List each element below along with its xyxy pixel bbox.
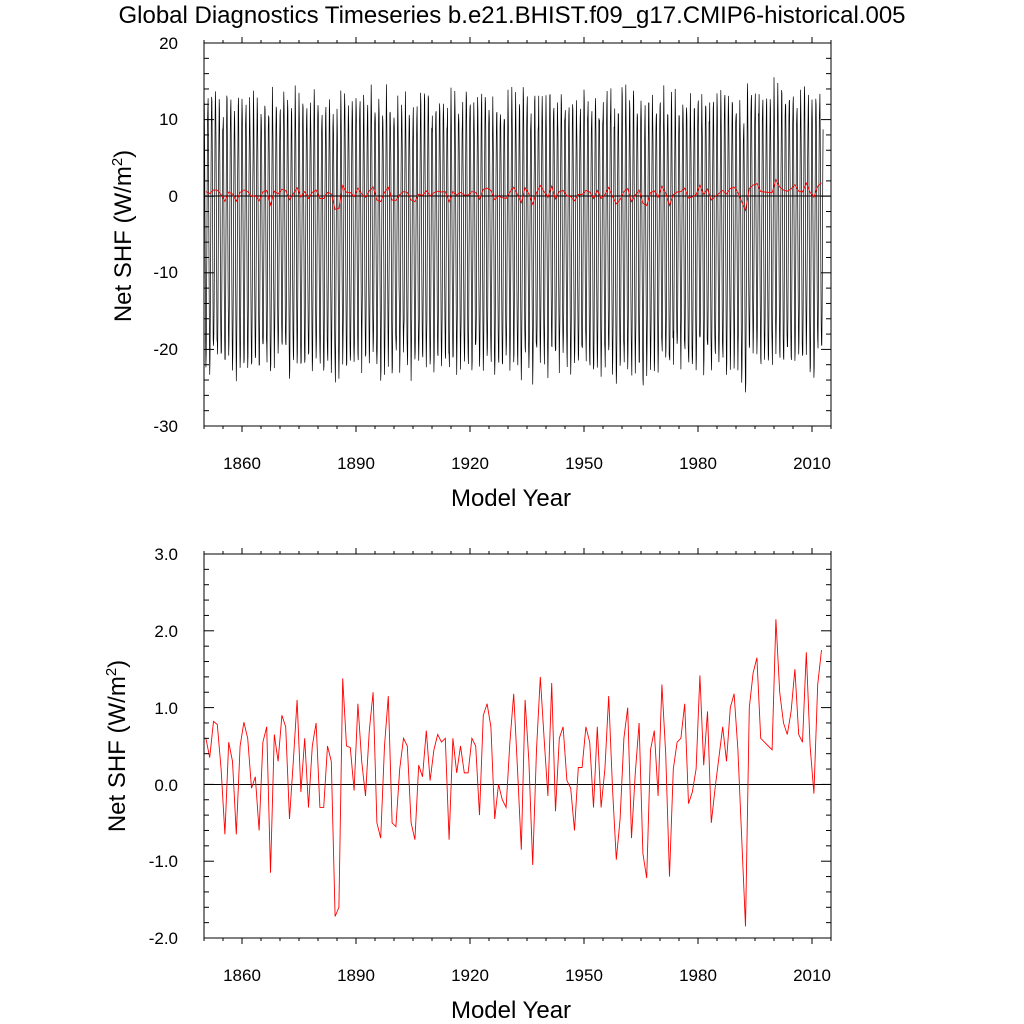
bottom-y-tick-label: 2.0 xyxy=(154,622,178,641)
top-y-tick-label: -30 xyxy=(153,417,178,436)
top-y-axis-title: Net SHF (W/m2) xyxy=(109,150,137,322)
top-annual-series xyxy=(205,178,822,212)
top-annual-line xyxy=(205,178,822,212)
top-y-axis-title-main: Net SHF (W/m xyxy=(110,166,137,322)
bottom-axis-ticks xyxy=(203,548,832,944)
top-x-tick-label: 1950 xyxy=(565,454,603,473)
top-y-tick-label: 20 xyxy=(159,34,178,53)
top-y-axis-title-close: ) xyxy=(110,150,137,158)
top-y-tick-label: 10 xyxy=(159,110,178,129)
bottom-y-tick-label: 3.0 xyxy=(154,545,178,564)
page-title: Global Diagnostics Timeseries b.e21.BHIS… xyxy=(118,2,906,29)
top-panel: 20 10 0 -10 -20 -30 1860 1890 1920 1950 … xyxy=(109,34,832,512)
bottom-x-tick-label: 1890 xyxy=(337,966,375,985)
top-y-axis-title-sup: 2 xyxy=(109,158,126,166)
bottom-x-tick-label: 1980 xyxy=(679,966,717,985)
bottom-y-tick-label: -1.0 xyxy=(149,852,178,871)
top-x-tick-label: 1860 xyxy=(223,454,261,473)
top-y-tick-label: -20 xyxy=(153,340,178,359)
top-monthly-series xyxy=(203,77,824,393)
top-y-tick-label: -10 xyxy=(153,263,178,282)
bottom-y-tick-label: 1.0 xyxy=(154,699,178,718)
bottom-x-tick-label: 1950 xyxy=(565,966,603,985)
top-y-tick-labels: 20 10 0 -10 -20 -30 xyxy=(153,34,178,436)
bottom-y-axis-title-sup: 2 xyxy=(103,668,120,676)
top-x-tick-label: 1980 xyxy=(679,454,717,473)
top-monthly-line xyxy=(203,77,824,393)
top-x-tick-label: 1920 xyxy=(451,454,489,473)
top-x-tick-label: 2010 xyxy=(793,454,831,473)
bottom-x-axis-title: Model Year xyxy=(451,997,571,1024)
bottom-x-tick-label: 2010 xyxy=(793,966,831,985)
bottom-y-tick-label: -2.0 xyxy=(149,929,178,948)
bottom-y-axis-title-close: ) xyxy=(104,660,131,668)
top-x-tick-label: 1890 xyxy=(337,454,375,473)
bottom-annual-series xyxy=(205,619,822,927)
bottom-panel: 3.0 2.0 1.0 0.0 -1.0 -2.0 1860 1890 1920… xyxy=(103,545,832,1024)
bottom-y-tick-labels: 3.0 2.0 1.0 0.0 -1.0 -2.0 xyxy=(149,545,178,948)
bottom-y-axis-title: Net SHF (W/m2) xyxy=(103,660,131,832)
top-x-tick-labels: 1860 1890 1920 1950 1980 2010 xyxy=(223,454,831,473)
bottom-annual-line xyxy=(205,619,822,927)
top-axis-ticks xyxy=(203,37,832,432)
bottom-x-tick-label: 1920 xyxy=(451,966,489,985)
bottom-x-tick-label: 1860 xyxy=(223,966,261,985)
bottom-y-tick-label: 0.0 xyxy=(154,776,178,795)
bottom-plot-frame xyxy=(203,553,832,939)
bottom-y-axis-title-main: Net SHF (W/m xyxy=(104,676,131,832)
bottom-x-tick-labels: 1860 1890 1920 1950 1980 2010 xyxy=(223,966,831,985)
top-plot-frame xyxy=(203,42,832,427)
top-y-tick-label: 0 xyxy=(169,187,178,206)
top-x-axis-title: Model Year xyxy=(451,485,571,512)
